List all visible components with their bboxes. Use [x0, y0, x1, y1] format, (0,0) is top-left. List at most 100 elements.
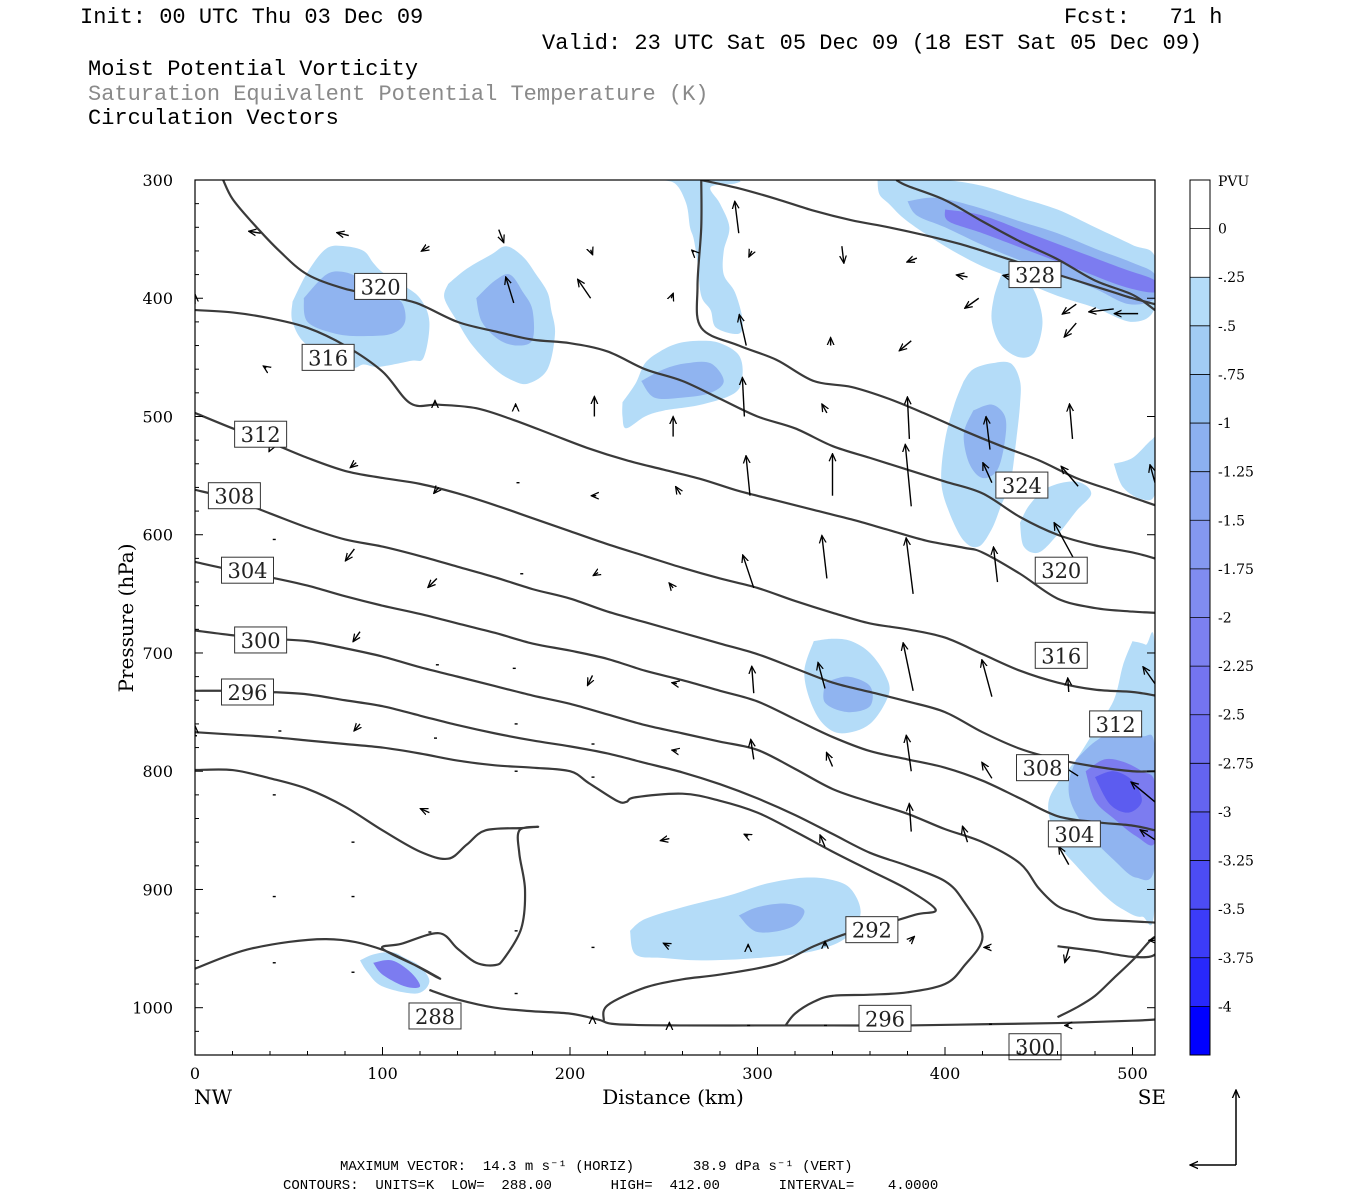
contour-label-box	[1034, 556, 1088, 584]
circulation-vector	[337, 233, 349, 236]
circulation-vector	[822, 404, 827, 414]
circulation-vector	[899, 340, 912, 351]
x-axis-title: Distance (km)	[602, 1085, 744, 1109]
circulation-vector	[672, 750, 677, 751]
contour-label-box	[1008, 261, 1062, 289]
circulation-vector	[742, 377, 744, 417]
y-tick-label: 600	[142, 526, 173, 545]
circulation-vector	[428, 577, 438, 587]
field-title-vectors: Circulation Vectors	[88, 106, 339, 131]
colorbar-label: -.75	[1218, 367, 1245, 383]
circulation-vector-layer	[195, 201, 1155, 1025]
contour-label-box	[234, 420, 288, 448]
circulation-vector	[909, 804, 911, 832]
contour-label: 320	[361, 275, 401, 299]
colorbar-swatch	[1190, 568, 1210, 618]
circulation-vector	[671, 293, 673, 298]
circulation-vector	[744, 834, 748, 836]
contour-label: 312	[241, 423, 281, 447]
colorbar-label: -4	[1218, 999, 1232, 1015]
circulation-vector	[249, 231, 261, 233]
circulation-vector	[905, 444, 912, 507]
circulation-vector	[1065, 948, 1069, 963]
circulation-vector	[994, 547, 998, 583]
circulation-vector	[818, 662, 826, 689]
circulation-vector	[672, 683, 677, 684]
contour-label-box	[301, 343, 355, 371]
colorbar-swatch	[1190, 909, 1210, 959]
colorbar-swatch	[1190, 180, 1210, 230]
circulation-vector	[1059, 847, 1070, 865]
init-time: Init: 00 UTC Thu 03 Dec 09	[80, 5, 424, 30]
theta-contour-328	[701, 180, 1155, 306]
field-title-thetae: Saturation Equivalent Potential Temperat…	[88, 82, 709, 107]
theta-contour-316	[195, 308, 1155, 614]
x-tick-label: 100	[367, 1064, 398, 1083]
circulation-vector	[669, 583, 673, 588]
contour-label: 300	[1015, 1036, 1055, 1060]
colorbar-swatch	[1190, 763, 1210, 813]
pv-region	[476, 274, 535, 346]
y-tick-label: 1000	[132, 999, 173, 1018]
theta-contour-292	[195, 731, 937, 1021]
y-tick-label: 700	[142, 644, 173, 663]
contour-label: 300	[241, 629, 281, 653]
circulation-vector	[1064, 322, 1077, 337]
colorbar-label: -3.75	[1218, 951, 1254, 967]
circulation-vector	[663, 943, 669, 946]
contour-label-box	[995, 471, 1049, 499]
circulation-vector	[1062, 303, 1077, 314]
circulation-vector	[1068, 678, 1069, 693]
theta-contour-layer	[195, 180, 1155, 1027]
circulation-vector	[420, 807, 430, 813]
circulation-vector	[739, 315, 747, 346]
max-vector-note: MAXIMUM VECTOR: 14.3 m s⁻¹ (HORIZ) 38.9 …	[340, 1159, 853, 1175]
circulation-vector	[827, 752, 834, 767]
circulation-vector	[578, 279, 592, 299]
colorbar-label: -1.75	[1218, 562, 1254, 578]
circulation-vector	[982, 762, 993, 779]
pv-shading-layer	[291, 180, 1155, 994]
colorbar-swatch	[1190, 520, 1210, 570]
y-tick-label: 300	[142, 171, 173, 190]
colorbar-swatch	[1190, 228, 1210, 278]
circulation-vector	[906, 538, 914, 594]
colorbar-swatch	[1190, 811, 1210, 861]
colorbar-swatch	[1190, 617, 1210, 667]
circulation-vector	[1140, 830, 1155, 841]
circulation-vector	[752, 666, 754, 694]
circulation-vector	[907, 397, 909, 439]
colorbar-swatch	[1190, 714, 1210, 764]
circulation-vector	[1131, 782, 1155, 803]
theta-contour-328	[895, 180, 1155, 311]
colorbar-label: -1.5	[1218, 513, 1245, 529]
circulation-vector	[822, 535, 828, 579]
contour-label-box	[221, 556, 274, 584]
contour-label: 296	[865, 1007, 905, 1031]
theta-contour-324	[695, 180, 1155, 507]
contour-info-note: CONTOURS: UNITS=K LOW= 288.00 HIGH= 412.…	[283, 1178, 939, 1194]
circulation-vector	[353, 631, 361, 642]
colorbar-label: -2.25	[1218, 659, 1254, 675]
contour-label-box	[845, 916, 899, 944]
contour-label-box	[1089, 710, 1143, 738]
colorbar-swatch	[1190, 277, 1210, 327]
valid-time: Valid: 23 UTC Sat 05 Dec 09 (18 EST Sat …	[542, 31, 1203, 56]
colorbar-swatch	[1190, 666, 1210, 716]
theta-contour-312	[195, 411, 1155, 697]
field-title-pv: Moist Potential Vorticity	[88, 57, 419, 82]
x-tick-label: 0	[190, 1064, 200, 1083]
contour-label-box	[354, 272, 408, 300]
circulation-vector	[676, 487, 681, 495]
contour-label-layer: 328 320 316 324 312 308 320 304 316 300 296 312 308 3…	[207, 261, 1143, 1061]
colorbar-swatch	[1190, 374, 1210, 424]
circulation-vector	[909, 936, 914, 941]
contour-label-box	[1047, 820, 1101, 848]
y-tick-label: 400	[142, 289, 173, 308]
contour-label-box	[207, 482, 261, 510]
contour-label: 304	[1054, 823, 1094, 847]
y-axis-title: Pressure (hPa)	[114, 544, 138, 693]
circulation-vector	[1150, 465, 1155, 483]
x-tick-label: 400	[930, 1064, 961, 1083]
circulation-vector	[354, 724, 360, 731]
